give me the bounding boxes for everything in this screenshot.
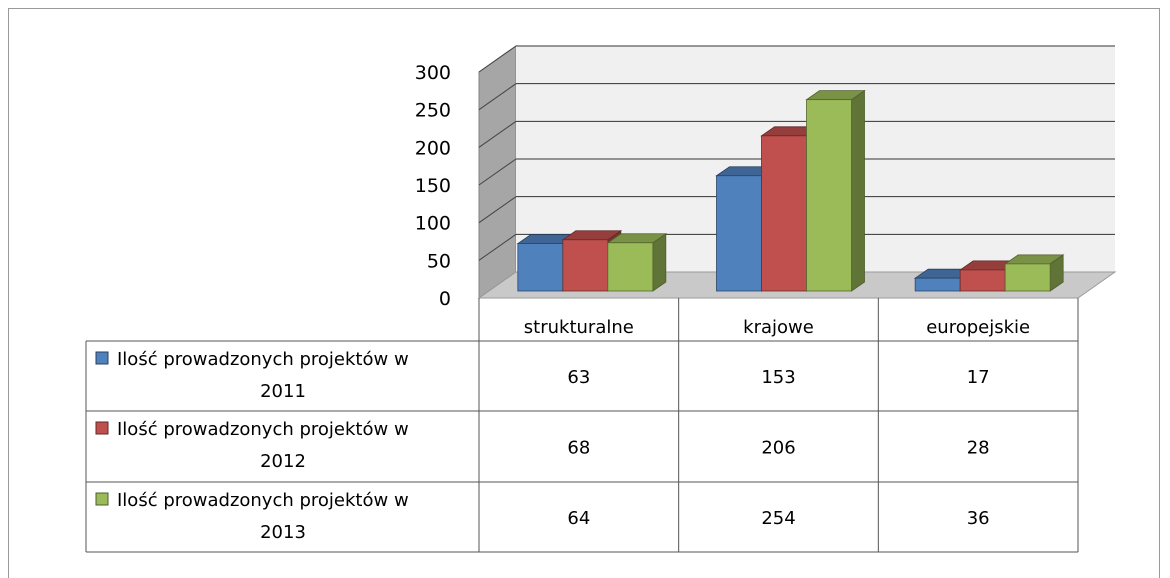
- bar: [607, 242, 654, 292]
- x-category-label: europejskie: [926, 317, 1030, 338]
- data-table-value: 254: [761, 508, 795, 529]
- legend-label-line: Ilość prowadzonych projektów w: [117, 490, 409, 511]
- gridline-side: [478, 83, 517, 111]
- data-table-value: 68: [567, 438, 590, 459]
- legend-label-line: 2012: [260, 451, 306, 472]
- bar: [716, 175, 762, 292]
- legend-key: [95, 351, 109, 365]
- y-tick-label: 300: [415, 62, 451, 84]
- legend-label: Ilość prowadzonych projektów w 2011: [117, 349, 409, 402]
- legend-key: [95, 421, 109, 435]
- y-tick-label: 200: [415, 137, 451, 159]
- data-table-value: 36: [967, 508, 990, 529]
- data-table-value: 28: [967, 438, 990, 459]
- bar: [562, 239, 609, 292]
- legend-key: [95, 492, 109, 506]
- legend-label: Ilość prowadzonych projektów w 2013: [117, 490, 409, 543]
- y-tick-label: 50: [427, 250, 451, 272]
- y-tick-label: 250: [415, 100, 451, 122]
- gridline-side: [478, 196, 517, 224]
- y-axis-ticks: 0 50 100 150 200 250 300: [415, 62, 451, 310]
- x-category-label: strukturalne: [524, 317, 634, 338]
- y-tick-label: 150: [415, 175, 451, 197]
- legend-label-line: 2011: [260, 381, 306, 402]
- bar: [517, 243, 564, 292]
- data-table-value: 153: [761, 367, 795, 388]
- legend-label: Ilość prowadzonych projektów w 2012: [117, 419, 409, 472]
- gridline-side: [478, 120, 517, 148]
- data-table-value: 17: [967, 367, 990, 388]
- bars: [516, 89, 1065, 292]
- data-table-value: 63: [567, 367, 590, 388]
- legend-label-line: Ilość prowadzonych projektów w: [117, 349, 409, 370]
- gridline-side: [478, 158, 517, 186]
- data-table-value: 64: [567, 508, 590, 529]
- bar-side: [652, 233, 667, 292]
- y-tick-label: 0: [439, 288, 451, 310]
- bar: [959, 269, 1006, 292]
- y-tick-label: 100: [415, 213, 451, 235]
- x-category-label: krajowe: [743, 317, 814, 338]
- bar-side: [851, 89, 865, 292]
- bar: [1004, 263, 1051, 292]
- legend-label-line: 2013: [260, 522, 306, 543]
- data-table: strukturalne krajowe europejskie Ilość prow…: [85, 298, 1079, 553]
- bar: [806, 99, 852, 292]
- bar: [914, 277, 961, 292]
- gridline-side: [478, 233, 517, 261]
- gridline-side: [478, 45, 517, 73]
- legend-label-line: Ilość prowadzonych projektów w: [117, 419, 409, 440]
- bar: [761, 135, 807, 292]
- data-table-value: 206: [761, 438, 795, 459]
